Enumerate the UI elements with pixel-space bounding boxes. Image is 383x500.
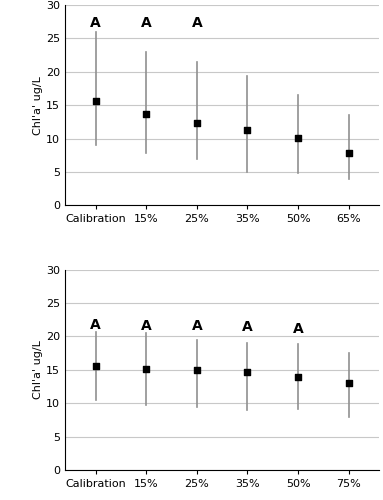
Y-axis label: Chl'a' ug/L: Chl'a' ug/L xyxy=(33,340,43,399)
Point xyxy=(194,118,200,126)
Text: A: A xyxy=(90,16,101,30)
Text: A: A xyxy=(293,322,303,336)
Point xyxy=(143,365,149,373)
Point xyxy=(346,379,352,387)
Text: A: A xyxy=(192,319,202,333)
Text: A: A xyxy=(192,16,202,30)
Text: A: A xyxy=(141,319,152,333)
Point xyxy=(143,110,149,118)
Point xyxy=(92,362,98,370)
Point xyxy=(244,126,250,134)
Point xyxy=(194,366,200,374)
Text: A: A xyxy=(242,320,253,334)
Point xyxy=(295,134,301,142)
Point xyxy=(295,373,301,381)
Text: A: A xyxy=(141,16,152,30)
Text: A: A xyxy=(90,318,101,332)
Y-axis label: Chl'a' ug/L: Chl'a' ug/L xyxy=(33,76,43,134)
Point xyxy=(346,148,352,156)
Point xyxy=(92,96,98,104)
Point xyxy=(244,368,250,376)
